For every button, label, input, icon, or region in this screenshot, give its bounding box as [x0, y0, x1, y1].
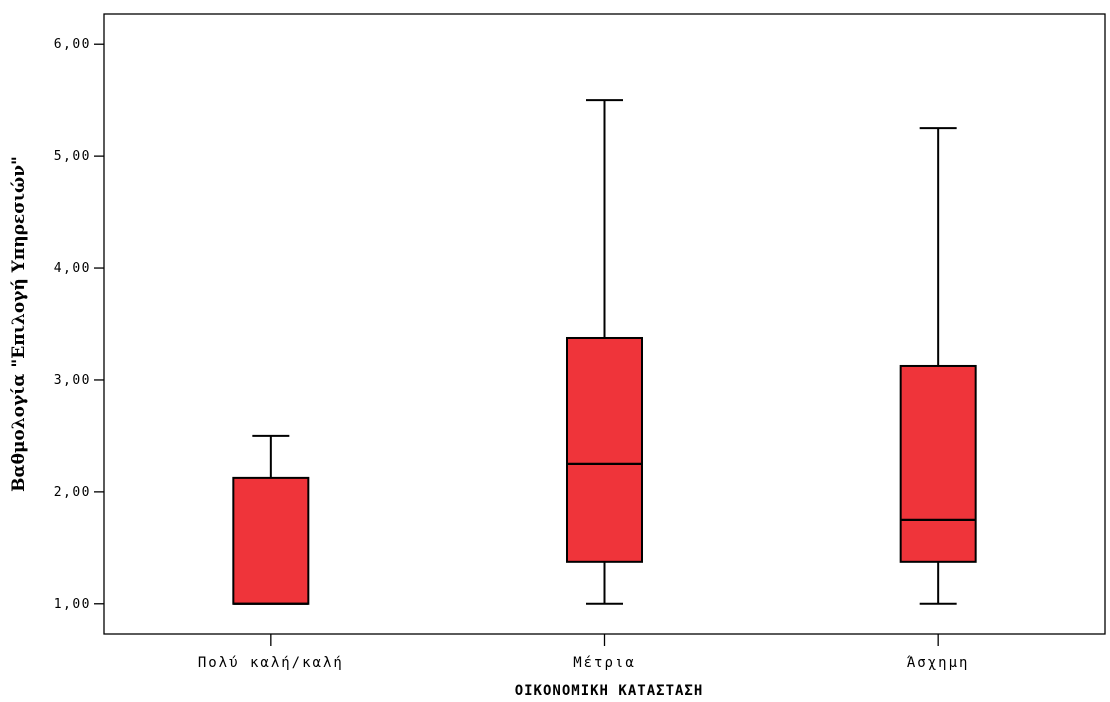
y-axis-title: Βαθμολογία "Επιλογή Υπηρεσιών": [9, 156, 29, 492]
x-tick-label: Μέτρια: [573, 655, 636, 671]
iqr-box: [566, 336, 643, 563]
boxes: [232, 99, 977, 605]
y-tick-label: 5,00: [54, 149, 91, 164]
iqr-box: [899, 364, 977, 563]
y-tick-label: 2,00: [54, 485, 91, 500]
y-tick-label: 6,00: [54, 37, 91, 52]
x-tick-label: Πολύ καλή/καλή: [198, 655, 344, 671]
box-3: [899, 127, 977, 605]
y-tick-label: 4,00: [54, 261, 91, 276]
y-axis: 1,00 2,00 3,00 4,00 5,00 6,00: [54, 37, 104, 612]
x-tick-label: Άσχημη: [907, 655, 970, 671]
box-2: [566, 99, 643, 605]
y-tick-label: 3,00: [54, 373, 91, 388]
x-axis-title: ΟΙΚΟΝΟΜΙΚΗ ΚΑΤΑΣΤΑΣΗ: [515, 683, 704, 699]
x-axis: Πολύ καλή/καλή Μέτρια Άσχημη: [198, 634, 970, 671]
y-tick-label: 1,00: [54, 597, 91, 612]
iqr-box: [232, 476, 310, 605]
box-1: [232, 434, 310, 605]
